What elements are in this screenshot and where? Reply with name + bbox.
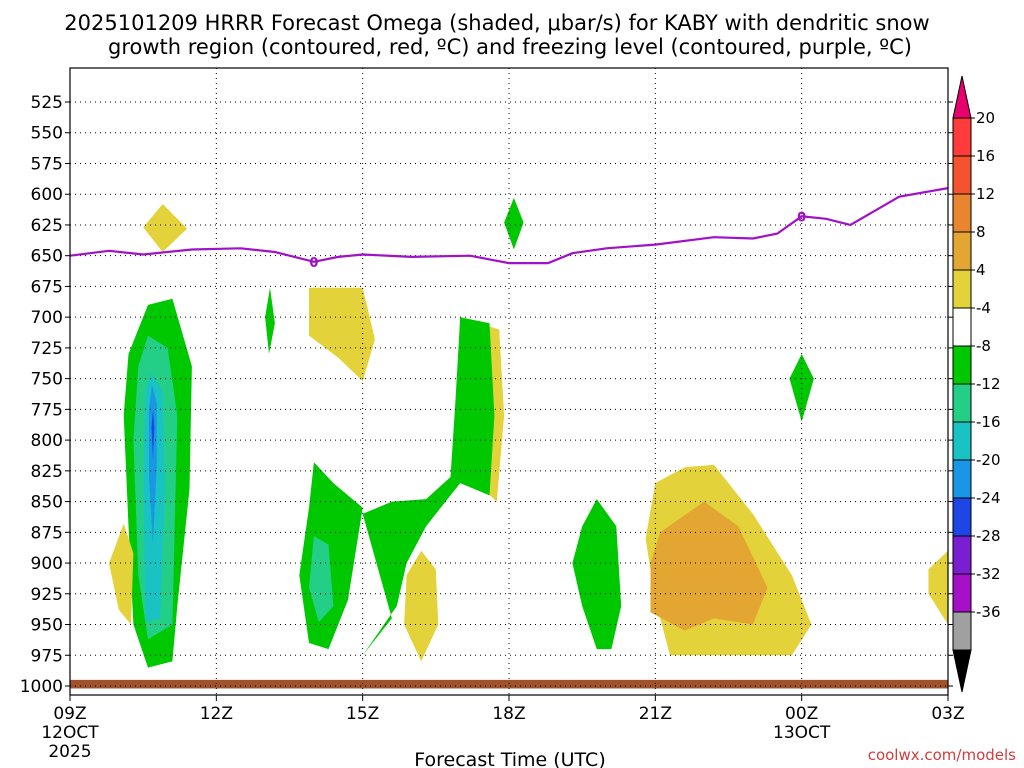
colorbar-swatch-2	[952, 193, 972, 233]
omega-region-0	[143, 204, 188, 252]
colorbar-tick-label-8: -16	[976, 413, 1001, 431]
plot-inner: 00	[70, 68, 948, 695]
colorbar-tick-label-7: -12	[976, 375, 1001, 393]
x-axis-label: Forecast Time (UTC)	[414, 749, 605, 768]
omega-region-8	[151, 409, 155, 459]
colorbar-swatch-10	[952, 497, 972, 537]
omega-region-7	[149, 384, 157, 545]
colorbar-swatch-0	[952, 117, 972, 157]
omega-region-2	[265, 287, 275, 354]
y-tick-label-6: 675	[31, 277, 63, 297]
y-tick-label-19: 1000	[20, 677, 63, 697]
colorbar: 20 16 12 8 4 -4 -8 -12 -16 -20 -24 -28 -32 -36	[952, 75, 1001, 693]
colorbar-swatch-11	[952, 535, 972, 575]
colorbar-tick-label-0: 20	[976, 109, 995, 127]
y-tick-label-13: 850	[31, 493, 63, 513]
y-tick-label-11: 800	[31, 431, 63, 451]
colorbar-tick-label-11: -28	[976, 527, 1001, 545]
x-tick-label-0: 09Z	[53, 704, 86, 724]
chart-title-line-1: 2025101209 HRRR Forecast Omega (shaded, …	[64, 11, 929, 35]
plot-area: 0052555057560062565067570072575077580082…	[20, 67, 965, 762]
colorbar-swatch-6	[952, 345, 972, 385]
colorbar-tick-label-2: 12	[976, 185, 995, 203]
x-tick-label-4: 21Z	[639, 704, 672, 724]
x-tick-label-1: 12Z	[200, 704, 233, 724]
colorbar-swatch-4	[952, 269, 972, 309]
y-tick-label-8: 725	[31, 339, 63, 359]
y-tick-label-17: 950	[31, 616, 63, 636]
freezing-level-line	[70, 187, 948, 265]
colorbar-tick-label-12: -32	[976, 565, 1001, 583]
colorbar-swatch-1	[952, 155, 972, 195]
colorbar-tick-label-10: -24	[976, 489, 1001, 507]
omega-region-13	[362, 317, 495, 656]
y-tick-label-12: 825	[31, 462, 63, 482]
y-tick-label-2: 575	[31, 154, 63, 174]
surface-band	[70, 679, 948, 689]
x-tick-date-0: 12OCT	[41, 723, 99, 743]
y-tick-label-16: 925	[31, 585, 63, 605]
y-tick-label-10: 775	[31, 400, 63, 420]
colorbar-swatch-3	[952, 231, 972, 271]
x-tick-date-5: 13OCT	[773, 723, 831, 743]
y-tick-label-5: 650	[31, 247, 63, 267]
y-tick-label-15: 900	[31, 554, 63, 574]
omega-region-19	[928, 550, 948, 625]
omega-region-18	[789, 354, 814, 422]
omega-region-3	[309, 287, 375, 382]
colorbar-tick-label-4: 4	[976, 261, 986, 279]
freezing-level-label-0: 0	[309, 256, 318, 271]
y-tick-label-0: 525	[31, 93, 63, 113]
x-tick-label-6: 03Z	[931, 704, 964, 724]
colorbar-tick-label-3: 8	[976, 223, 986, 241]
colorbar-swatch-13	[952, 611, 972, 651]
omega-region-1	[504, 197, 524, 250]
colorbar-tick-label-5: -4	[976, 299, 991, 317]
x-tick-year-0: 2025	[48, 742, 91, 762]
x-tick-label-3: 18Z	[492, 704, 525, 724]
y-tick-label-14: 875	[31, 523, 63, 543]
colorbar-swatch-7	[952, 383, 972, 423]
y-tick-label-3: 600	[31, 185, 63, 205]
chart-title-line-2: growth region (contoured, red, ºC) and f…	[108, 35, 912, 59]
y-tick-label-18: 975	[31, 646, 63, 666]
colorbar-tick-label-1: 16	[976, 147, 995, 165]
colorbar-swatch-8	[952, 421, 972, 461]
omega-region-14	[404, 550, 439, 662]
y-tick-label-7: 700	[31, 308, 63, 328]
colorbar-swatch-5	[952, 307, 972, 347]
colorbar-tick-label-9: -20	[976, 451, 1001, 469]
colorbar-swatch-9	[952, 459, 972, 499]
credit-text: coolwx.com/models	[868, 746, 1016, 764]
y-tick-label-9: 750	[31, 370, 63, 390]
colorbar-tick-label-13: -36	[976, 603, 1001, 621]
y-tick-label-1: 550	[31, 124, 63, 144]
y-tick-label-4: 625	[31, 216, 63, 236]
colorbar-tick-label-6: -8	[976, 337, 991, 355]
omega-region-9	[109, 523, 134, 625]
x-tick-label-5: 00Z	[785, 704, 818, 724]
x-tick-label-2: 15Z	[346, 704, 379, 724]
omega-region-11	[309, 536, 334, 623]
colorbar-bottom-triangle	[952, 649, 972, 693]
colorbar-swatch-12	[952, 573, 972, 613]
omega-region-15	[572, 499, 622, 650]
omega-region-17	[650, 501, 768, 631]
freezing-level-label-1: 0	[797, 210, 806, 225]
